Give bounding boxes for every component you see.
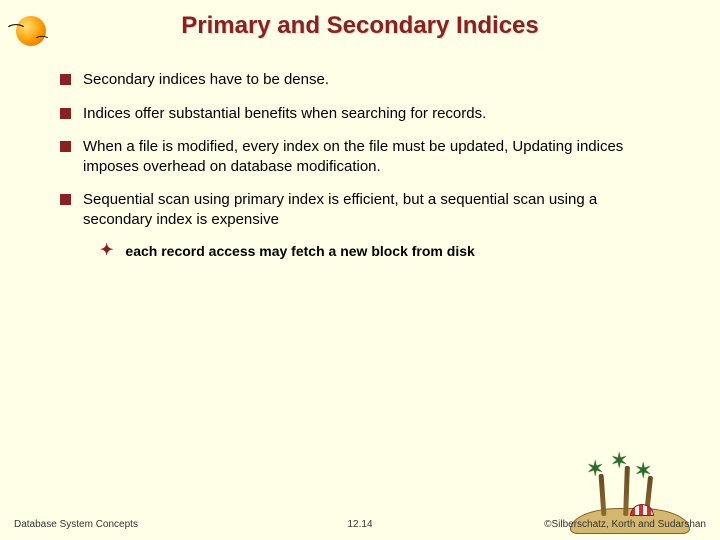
palm-leaves-icon: ✶ [610,448,628,474]
bullet-text: Secondary indices have to be dense. [83,70,660,90]
square-bullet-icon [60,74,71,85]
bullet-item: Indices offer substantial benefits when … [60,104,660,124]
sub-bullet-item: ✦ each record access may fetch a new blo… [100,243,660,259]
slide-title: Primary and Secondary Indices [0,0,720,40]
palm-leaves-icon: ✶ [634,458,652,484]
sun-decoration: ︵ ︵ [8,8,54,54]
bullet-item: Sequential scan using primary index is e… [60,190,660,229]
palm-leaves-icon: ✶ [586,456,604,482]
umbrella-shape [630,504,654,516]
footer-page-number: 12.14 [347,519,372,530]
sub-bullet-icon: ✦ [100,243,113,259]
footer-left-text: Database System Concepts [14,519,138,530]
square-bullet-icon [60,194,71,205]
square-bullet-icon [60,141,71,152]
bird-silhouette: ︵ [36,29,48,39]
bullet-item: Secondary indices have to be dense. [60,70,660,90]
bullet-text: Indices offer substantial benefits when … [83,104,660,124]
bird-silhouette: ︵ [8,15,24,29]
bullet-text: When a file is modified, every index on … [83,137,660,176]
slide-content: Secondary indices have to be dense. Indi… [0,40,720,259]
bullet-item: When a file is modified, every index on … [60,137,660,176]
footer-copyright: ©Silberschatz, Korth and Sudarshan [544,519,706,530]
square-bullet-icon [60,108,71,119]
sub-bullet-text: each record access may fetch a new block… [125,243,474,259]
slide-footer: Database System Concepts 12.14 ©Silbersc… [0,519,720,530]
bullet-text: Sequential scan using primary index is e… [83,190,660,229]
